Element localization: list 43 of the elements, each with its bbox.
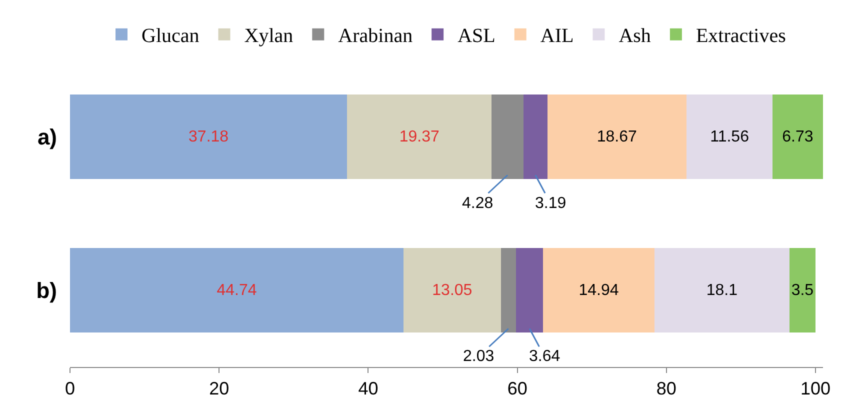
bar <box>347 94 492 179</box>
data-label: 3.64 <box>529 348 560 365</box>
bar <box>547 94 686 179</box>
x-tick-label: 20 <box>209 378 230 399</box>
data-label: 14.94 <box>578 282 619 299</box>
data-label: 4.28 <box>462 195 494 212</box>
legend-label: Extractives <box>696 25 786 48</box>
data-label: 44.74 <box>216 282 257 299</box>
y-tick-label: a) <box>37 124 57 150</box>
data-label: 11.56 <box>710 128 750 146</box>
bar <box>789 248 816 332</box>
legend-label: Glucan <box>142 25 200 48</box>
legend-label: Ash <box>618 25 651 48</box>
x-tick-label: 100 <box>800 378 831 399</box>
legend-label: Arabinan <box>338 25 413 48</box>
data-label: 37.18 <box>188 128 229 146</box>
legend-label: AIL <box>540 25 574 48</box>
data-label: 13.05 <box>432 282 472 299</box>
bar <box>70 94 348 179</box>
x-tick-label: 0 <box>64 378 76 399</box>
bar <box>516 248 544 332</box>
bar <box>772 94 823 179</box>
bar <box>492 94 524 179</box>
data-label: 3.19 <box>535 195 566 212</box>
x-tick-label: 60 <box>507 378 528 399</box>
bar <box>404 248 501 332</box>
bar <box>686 94 773 179</box>
legend-label: ASL <box>458 25 496 48</box>
data-label: 2.03 <box>463 348 494 365</box>
legend-label: Xylan <box>244 25 294 48</box>
data-label: 18.1 <box>706 282 738 299</box>
bar <box>543 248 655 332</box>
bar <box>70 248 404 332</box>
bar <box>500 248 516 332</box>
bar <box>524 94 548 179</box>
x-tick-label: 80 <box>656 378 676 399</box>
y-tick-label: b) <box>36 278 57 303</box>
data-label: 6.73 <box>782 128 814 146</box>
data-label: 18.67 <box>596 128 637 146</box>
bar <box>654 248 790 332</box>
data-label: 3.5 <box>791 282 814 299</box>
x-tick-label: 40 <box>358 378 378 399</box>
data-label: 19.37 <box>399 128 440 146</box>
